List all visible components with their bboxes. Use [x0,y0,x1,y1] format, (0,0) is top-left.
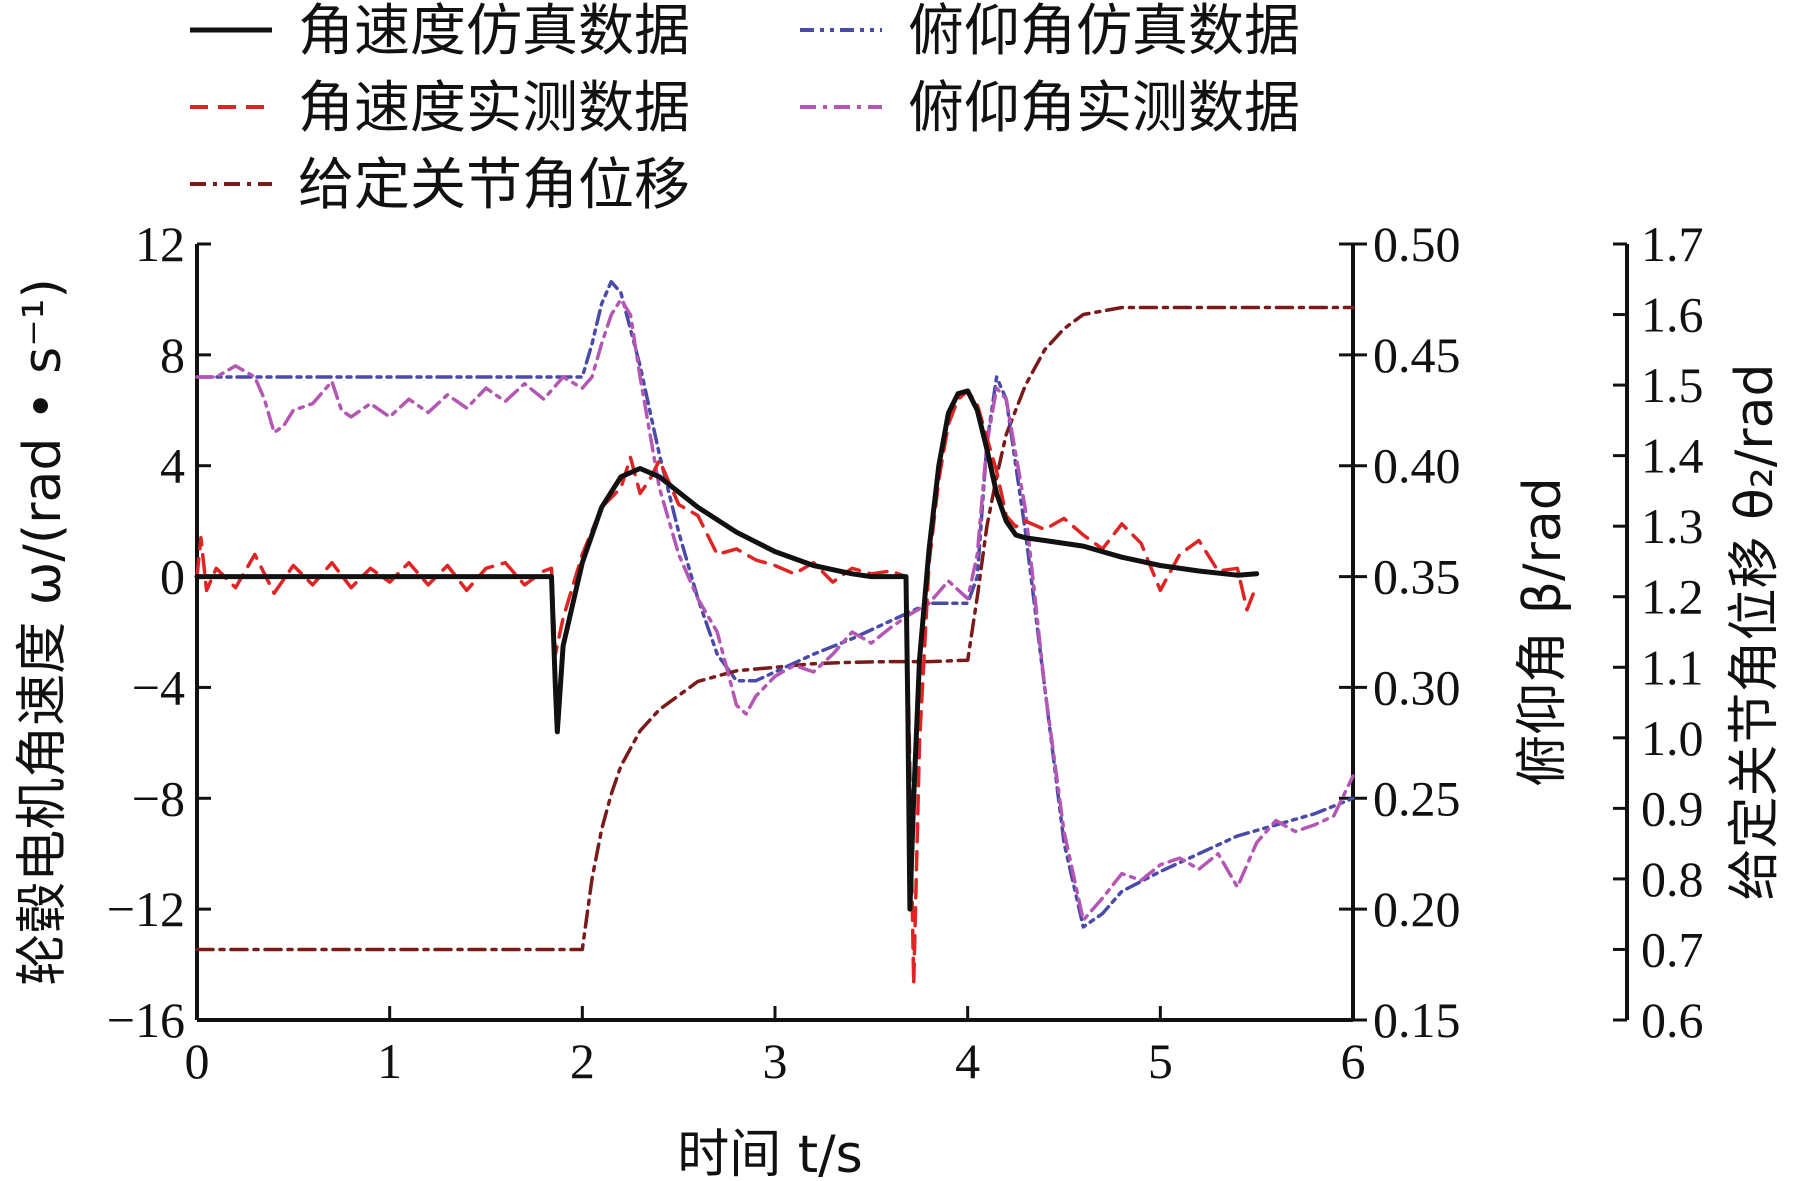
x-tick-label: 3 [763,1033,788,1089]
far-right-y-tick-label: 1.7 [1641,216,1704,272]
right-y-axis-label: 俯仰角 β/rad [1513,477,1573,787]
far-right-y-tick-label: 0.6 [1641,992,1704,1048]
far-right-y-tick-label: 1.4 [1641,428,1704,484]
right-y-tick-label: 0.35 [1373,549,1461,605]
series-line-2 [195,279,1355,929]
left-y-axis-label: 轮毂电机角速度 ω/(rad • s⁻¹) [13,278,73,986]
far-right-y-tick-label: 1.5 [1641,357,1704,413]
right-y-tick-label: 0.15 [1373,992,1461,1048]
far-right-y-axis-label: 给定关节角位移 θ₂/rad [1725,364,1785,901]
left-y-tick-label: 12 [135,216,185,272]
ticks: 0 1 2 3 4 5 612840−4−8−12−160.500.450.400.350.… [107,216,1704,1089]
left-y-tick-label: −8 [132,770,185,826]
far-right-y-tick-label: 1.0 [1641,710,1704,766]
far-right-y-tick-label: 0.9 [1641,780,1704,836]
left-y-tick-label: −16 [107,992,185,1048]
series-line-1 [195,389,1259,986]
right-y-tick-label: 0.50 [1373,216,1461,272]
far-right-y-tick-label: 1.2 [1641,569,1704,625]
legend-label: 角速度仿真数据 [298,0,690,64]
legend-label: 角速度实测数据 [298,76,690,141]
far-right-y-tick-label: 1.1 [1641,639,1704,695]
series-line-3 [195,297,1355,922]
x-tick-label: 0 [185,1033,210,1089]
right-y-tick-label: 0.30 [1373,659,1461,715]
x-tick-label: 6 [1341,1033,1366,1089]
far-right-y-tick-label: 0.7 [1641,921,1704,977]
left-y-tick-label: −4 [132,659,185,715]
series-line-0 [194,388,1260,912]
x-tick-label: 5 [1148,1033,1173,1089]
x-tick-label: 2 [570,1033,595,1089]
legend-label: 给定关节角位移 [298,153,690,218]
series-line-4 [195,305,1355,952]
left-y-tick-label: 0 [160,549,185,605]
series-layer [194,279,1355,986]
right-y-tick-label: 0.25 [1373,770,1461,826]
right-y-tick-label: 0.40 [1373,438,1461,494]
left-y-tick-label: −12 [107,881,185,937]
far-right-y-tick-label: 0.8 [1641,851,1704,907]
right-y-tick-label: 0.20 [1373,881,1461,937]
left-y-tick-label: 8 [160,327,185,383]
x-tick-label: 1 [377,1033,402,1089]
x-tick-label: 4 [955,1033,980,1089]
right-y-tick-label: 0.45 [1373,327,1461,383]
x-axis-label: 时间 t/s [677,1125,863,1181]
far-right-y-tick-label: 1.6 [1641,287,1704,343]
far-right-y-tick-label: 1.3 [1641,498,1704,554]
legend-label: 俯仰角实测数据 [908,76,1300,141]
legend-label: 俯仰角仿真数据 [908,0,1300,64]
left-y-tick-label: 4 [160,438,185,494]
